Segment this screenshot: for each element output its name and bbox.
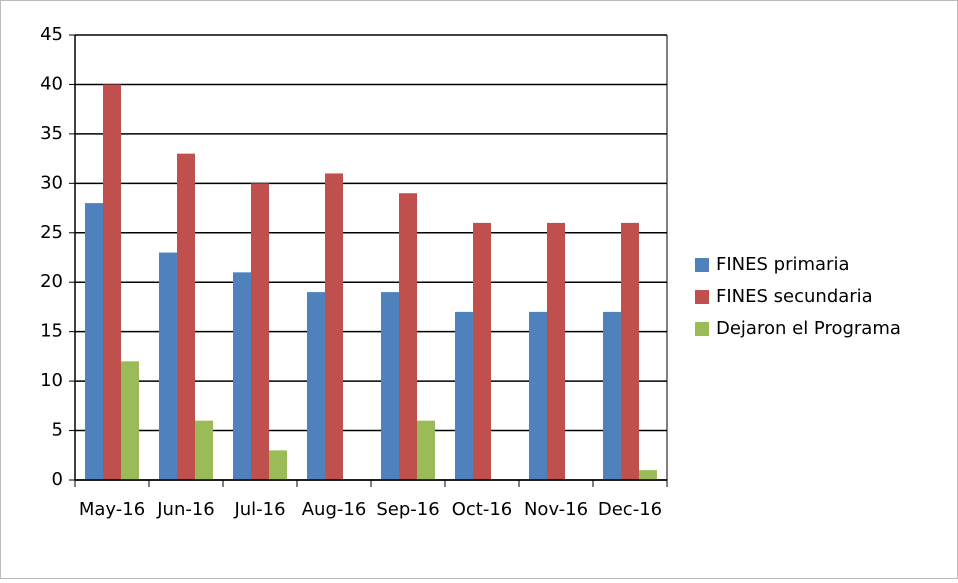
bar	[639, 470, 657, 480]
bar	[417, 420, 435, 480]
bar	[177, 153, 195, 480]
y-tick-label: 15	[40, 321, 63, 342]
bar	[325, 173, 343, 480]
bar	[307, 292, 325, 480]
bar	[121, 361, 139, 480]
x-tick-label: Jul-16	[233, 499, 285, 520]
legend-swatch	[695, 322, 709, 336]
x-tick-label: Nov-16	[524, 499, 588, 520]
x-tick-label: Oct-16	[452, 499, 513, 520]
y-tick-label: 0	[52, 469, 63, 490]
x-tick-label: Aug-16	[302, 499, 367, 520]
legend-label: FINES primaria	[716, 254, 849, 275]
x-tick-label: Dec-16	[598, 499, 662, 520]
bar	[473, 222, 491, 480]
x-tick-label: May-16	[79, 499, 145, 520]
bar	[159, 252, 177, 480]
bar	[547, 222, 565, 480]
bar	[233, 272, 251, 480]
bar	[195, 420, 213, 480]
y-tick-label: 5	[52, 420, 63, 441]
y-tick-label: 35	[40, 123, 63, 144]
bar	[621, 222, 639, 480]
y-tick-label: 30	[40, 172, 63, 193]
legend-label: FINES secundaria	[716, 286, 873, 307]
x-tick-label: Jun-16	[156, 499, 215, 520]
bar	[529, 311, 547, 480]
bar	[85, 203, 103, 480]
legend-swatch	[695, 290, 709, 304]
legend-label: Dejaron el Programa	[716, 318, 901, 339]
legend-swatch	[695, 258, 709, 272]
bar	[603, 311, 621, 480]
y-tick-label: 20	[40, 271, 63, 292]
y-tick-label: 10	[40, 370, 63, 391]
bar	[381, 292, 399, 480]
bar	[269, 450, 287, 480]
y-tick-label: 40	[40, 73, 63, 94]
y-tick-label: 45	[40, 24, 63, 45]
bar	[103, 84, 121, 480]
y-tick-label: 25	[40, 222, 63, 243]
x-tick-label: Sep-16	[376, 499, 439, 520]
bar	[455, 311, 473, 480]
bar	[399, 193, 417, 480]
bar	[251, 183, 269, 481]
